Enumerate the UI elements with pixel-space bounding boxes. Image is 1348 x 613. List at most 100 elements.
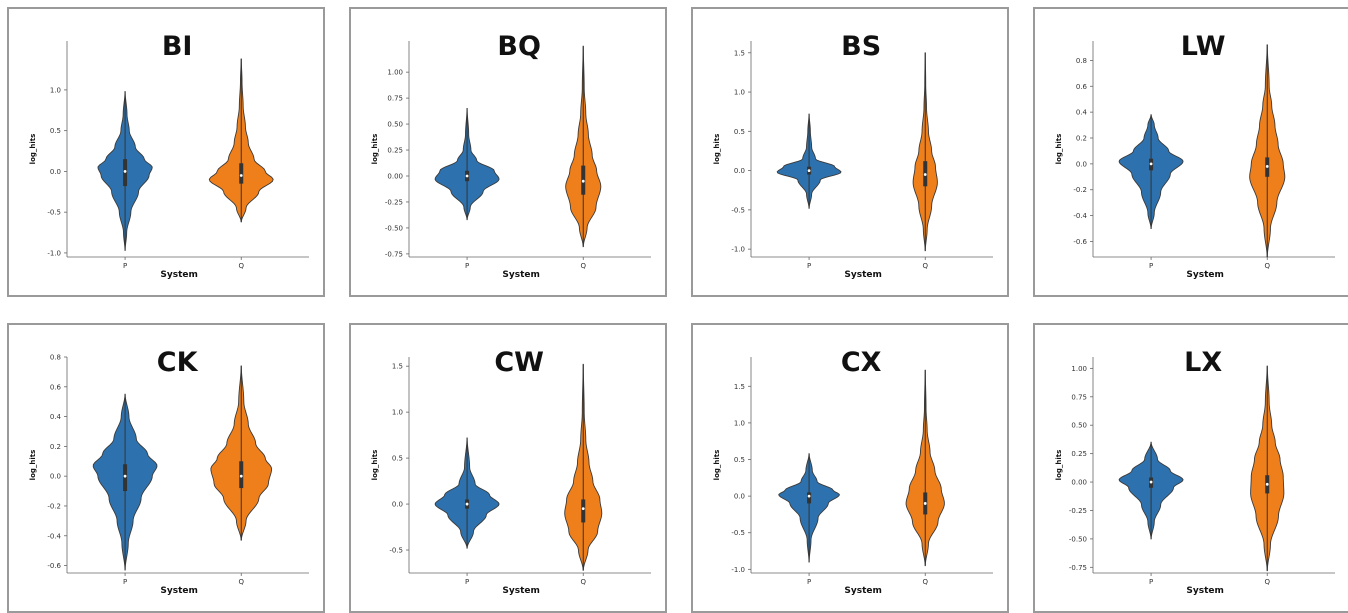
violin-chart-svg: -0.6 -0.4 -0.2 0.0 0.2 0.4 0.6 0.8 P Q System log_h… [29,347,309,596]
x-tick-label: Q [238,262,244,270]
y-tick-label: -1.0 [47,249,61,257]
violin-quartile-box-p [123,464,128,492]
violin-quartile-box-q [239,461,244,489]
x-tick-label: P [807,578,811,586]
violin-median-dot-q [923,173,927,176]
x-axis-label: System [844,270,882,280]
violin-median-dot-q [1265,165,1269,168]
violin-median-dot-p [465,502,469,506]
x-tick-label: P [465,262,469,270]
violin-chart-svg: -0.75 -0.50 -0.25 0.00 0.25 0.50 0.75 1.00 P Q Sys… [1055,347,1335,596]
y-axis-label: log_hits [29,450,37,481]
y-tick-label: 1.5 [734,383,745,391]
y-tick-label: 0.0 [1076,160,1087,168]
x-axis-label: System [1186,586,1224,596]
y-tick-label: 0.50 [387,121,403,129]
y-tick-label: -0.25 [385,198,403,206]
x-tick-label: Q [1264,262,1270,270]
x-tick-label: Q [580,578,586,586]
chart-panel-cw: -0.5 0.0 0.5 1.0 1.5 P Q System log_hits CW [349,323,667,613]
x-tick-label: P [1149,262,1153,270]
y-tick-label: -0.6 [47,562,61,570]
y-axis-label: log_hits [371,134,379,165]
x-axis-label: System [502,270,540,280]
y-tick-label: 0.5 [734,128,745,136]
violin-median-dot-p [123,474,127,478]
violin-median-dot-q [923,502,927,505]
violin-median-dot-p [807,169,811,173]
y-tick-label: -0.50 [1069,535,1087,543]
y-tick-label: -1.0 [731,246,745,254]
y-tick-label: 0.5 [50,127,61,135]
chart-panel-lx: -0.75 -0.50 -0.25 0.00 0.25 0.50 0.75 1.00 P Q Sys… [1033,323,1348,613]
violin-median-dot-p [807,494,811,498]
y-tick-label: 0.0 [50,168,61,176]
chart-title: CK [157,347,199,378]
violin-median-dot-p [1149,162,1153,166]
chart-panel-bs: -1.0 -0.5 0.0 0.5 1.0 1.5 P Q System log_hits BS [691,7,1009,297]
chart-title: LX [1184,347,1222,378]
y-tick-label: -0.5 [731,206,745,214]
y-tick-label: 0.75 [387,95,403,103]
y-tick-label: 0.00 [1071,479,1087,487]
violin-median-dot-q [581,507,585,511]
x-tick-label: P [465,578,469,586]
chart-panel-bi: -1.0 -0.5 0.0 0.5 1.0 P Q System log_hits BI [7,7,325,297]
x-tick-label: P [123,578,127,586]
violin-median-dot-q [581,179,585,183]
chart-title: CX [841,347,882,378]
y-tick-label: -1.0 [731,566,745,574]
chart-title: BQ [497,31,541,62]
y-tick-label: -0.4 [47,532,61,540]
y-tick-label: 1.00 [1071,365,1087,373]
y-tick-label: -0.5 [389,547,403,555]
y-tick-label: 0.0 [734,493,745,501]
violin-quartile-box-q [239,163,244,184]
y-tick-label: 0.8 [1076,57,1087,65]
y-tick-label: 1.0 [392,409,403,417]
x-tick-label: Q [922,262,928,270]
y-tick-label: 0.5 [392,455,403,463]
y-tick-label: 1.0 [734,419,745,427]
violin-chart-svg: -0.75 -0.50 -0.25 0.00 0.25 0.50 0.75 1.00 P Q Sys… [371,31,651,280]
x-axis-label: System [844,586,882,596]
x-tick-label: P [123,262,127,270]
violin-median-dot-q [1265,482,1269,486]
y-tick-label: -0.75 [1069,564,1087,572]
violin-chart-svg: -1.0 -0.5 0.0 0.5 1.0 P Q System log_hits BI [29,31,309,280]
violin-quartile-box-p [807,492,812,504]
y-axis-label: log_hits [29,134,37,165]
y-axis-label: log_hits [1055,134,1063,165]
y-tick-label: 0.6 [50,383,62,391]
y-tick-label: 0.00 [387,173,403,181]
chart-title: LW [1181,31,1226,62]
y-tick-label: 0.4 [1076,109,1088,117]
x-axis-label: System [1186,270,1224,280]
violin-chart-svg: -0.6 -0.4 -0.2 0.0 0.2 0.4 0.6 0.8 P Q System log_h… [1055,31,1335,280]
y-tick-label: -0.4 [1073,212,1087,220]
x-tick-label: Q [580,262,586,270]
y-tick-label: -0.5 [47,209,61,217]
y-tick-label: 0.2 [50,443,61,451]
y-tick-label: -0.2 [1073,186,1087,194]
y-tick-label: 0.4 [50,413,62,421]
y-tick-label: -0.75 [385,250,403,258]
y-tick-label: 0.0 [392,501,403,509]
x-tick-label: P [1149,578,1153,586]
chart-panel-cx: -1.0 -0.5 0.0 0.5 1.0 1.5 P Q System log_hits CX [691,323,1009,613]
y-tick-label: -0.25 [1069,507,1087,515]
y-axis-label: log_hits [371,450,379,481]
y-axis-label: log_hits [713,450,721,481]
y-tick-label: 1.5 [734,49,745,57]
y-tick-label: 0.6 [1076,83,1088,91]
violin-quartile-box-q [581,499,586,523]
y-tick-label: 0.25 [387,147,403,155]
y-tick-label: -0.50 [385,224,403,232]
violin-chart-svg: -0.5 0.0 0.5 1.0 1.5 P Q System log_hits CW [371,347,651,596]
x-axis-label: System [502,586,540,596]
violin-median-dot-p [123,170,127,173]
x-axis-label: System [160,270,198,280]
y-tick-label: 0.0 [50,473,61,481]
violin-median-dot-p [465,174,469,178]
y-tick-label: 1.00 [387,69,403,77]
